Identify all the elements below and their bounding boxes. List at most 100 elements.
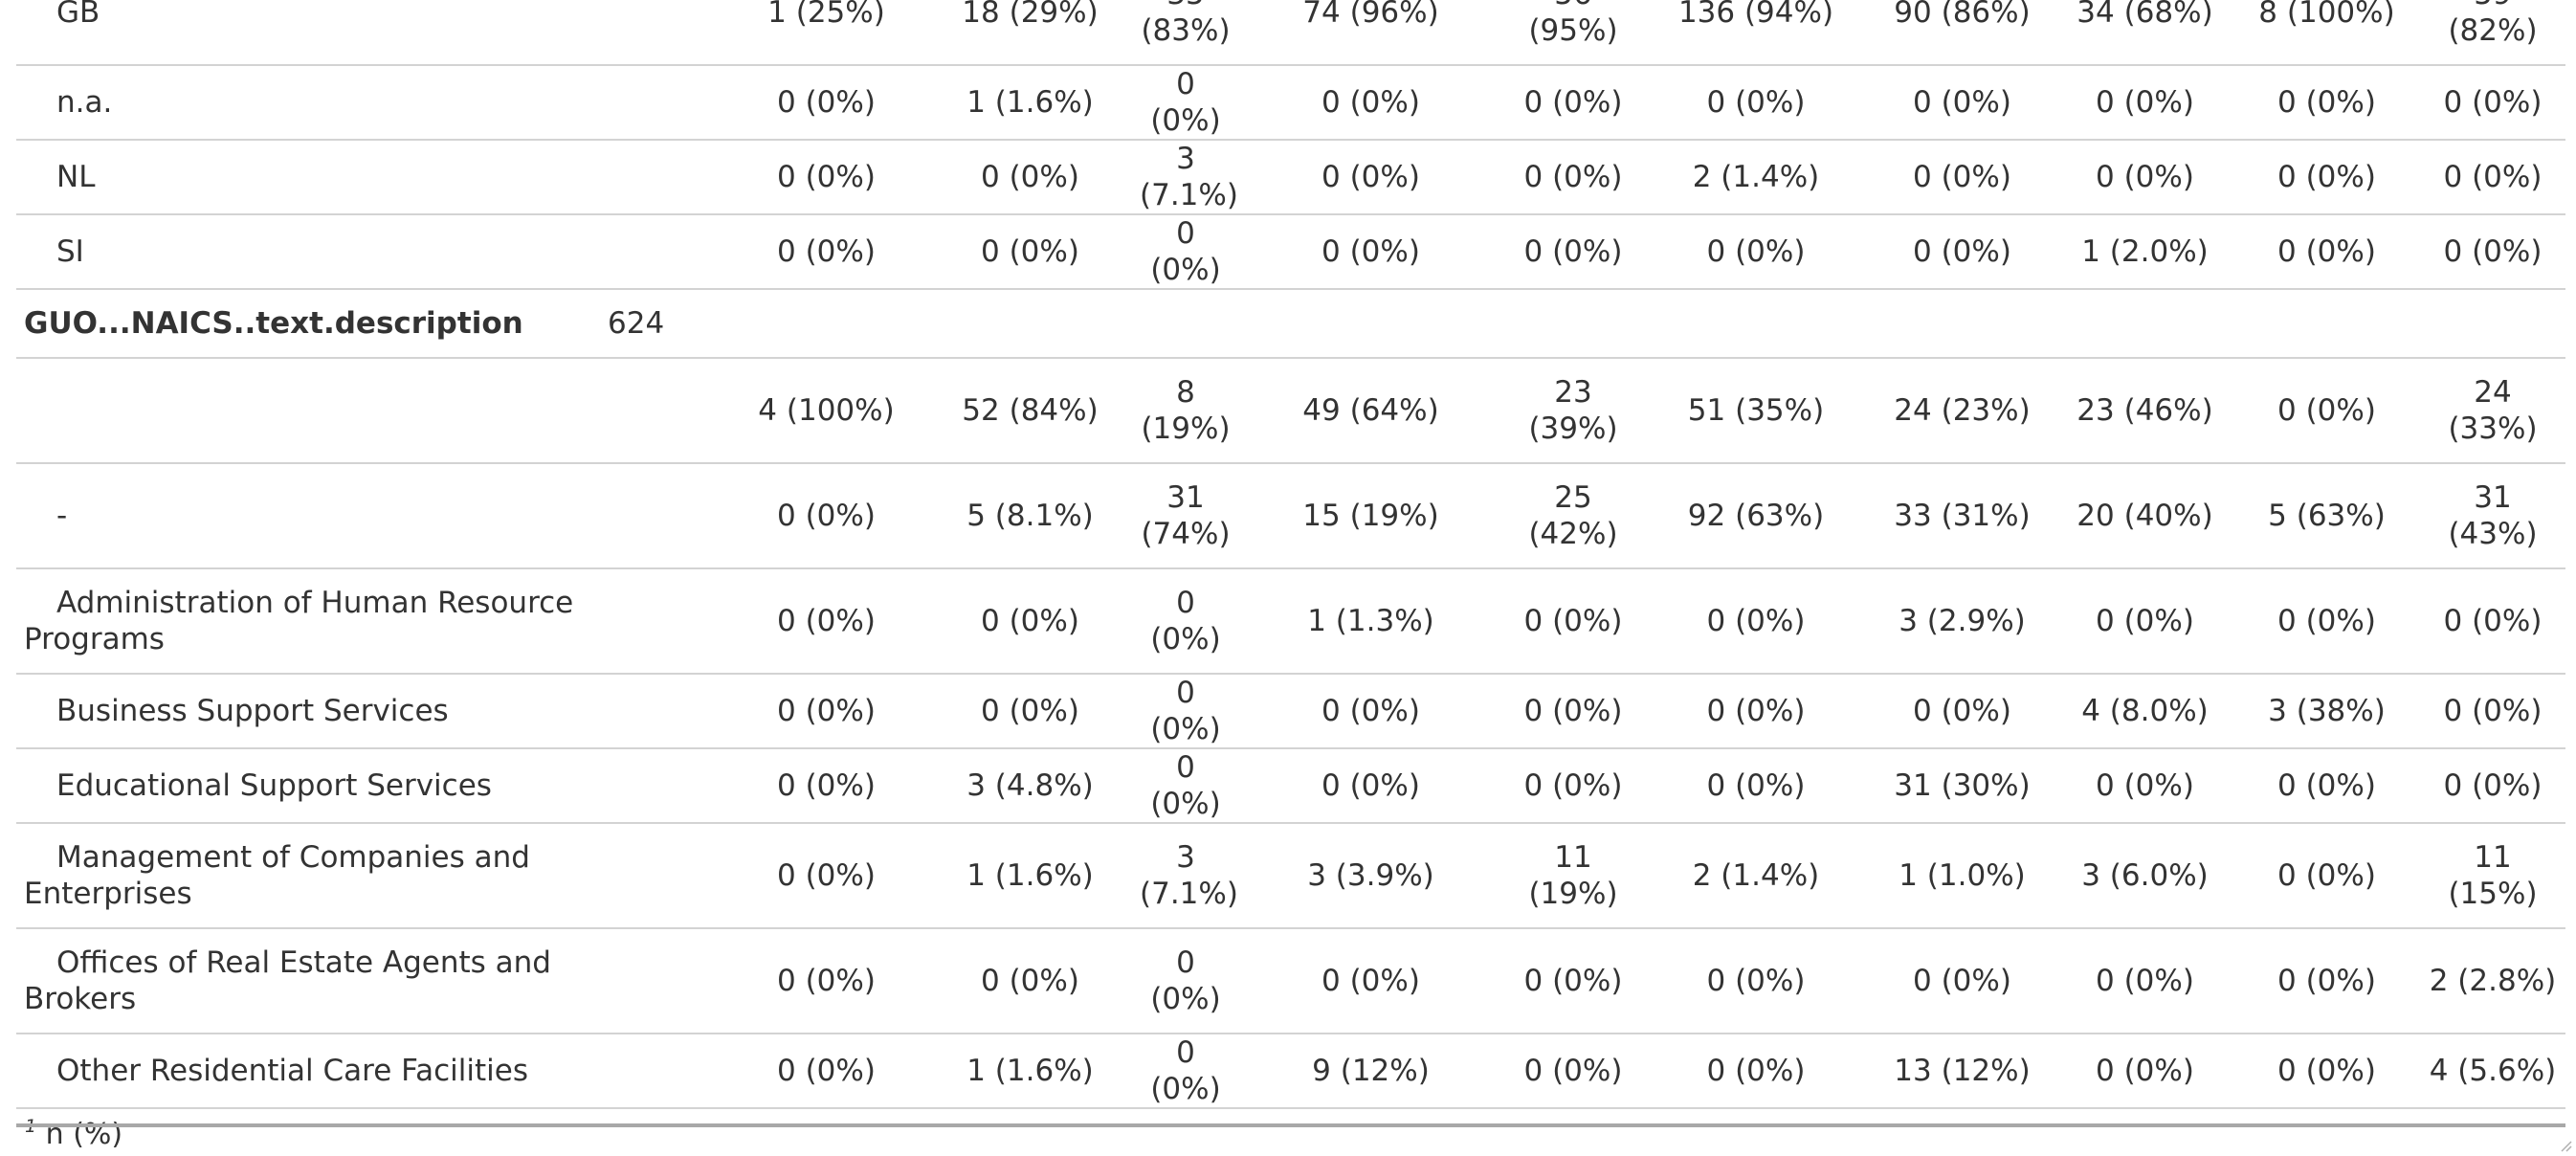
- table-row: - 0 (0%) 5 (8.1%) 31 (74%) 15 (19%) 25 (…: [16, 463, 2565, 569]
- table-cell: 0 (0%): [1502, 748, 1644, 824]
- n-cell: [600, 214, 724, 290]
- table-cell: 31 (30%): [1868, 748, 2056, 824]
- summary-table: GB 1 (25%) 18 (29%) 35 (83%) 74 (96%) 56…: [16, 0, 2565, 1156]
- table-cell: 0 (0%): [724, 928, 928, 1034]
- table-cell: 1 (1.0%): [1868, 823, 2056, 929]
- table-cell: 34 (68%): [2056, 0, 2233, 66]
- table-cell: 0 (0%): [2233, 748, 2420, 824]
- table-cell: 0 (0%): [1502, 568, 1644, 675]
- n-cell: [600, 140, 724, 215]
- table-cell: 0 (0%): [1868, 140, 2056, 215]
- table-cell: 1 (25%): [724, 0, 928, 66]
- table-cell: 0 (0%): [1239, 928, 1502, 1034]
- table-cell: 0 (0%): [2056, 140, 2233, 215]
- table-cell: 0 (0%): [724, 674, 928, 749]
- row-label: Management of Companies and Enterprises: [16, 823, 600, 929]
- table-cell: 3 (38%): [2233, 674, 2420, 749]
- table-cell: 0 (0%): [1868, 65, 2056, 141]
- table-cell: 0 (0%): [928, 568, 1132, 675]
- table-cell: 3 (3.9%): [1239, 823, 1502, 929]
- table-cell: 0 (0%): [724, 1034, 928, 1109]
- table-row: Offices of Real Estate Agents and Broker…: [16, 928, 2565, 1034]
- table-cell: 0 (0%): [2056, 568, 2233, 675]
- table-cell: 23 (39%): [1502, 358, 1644, 464]
- table-cell: 0 (0%): [1644, 674, 1868, 749]
- table-cell: 31 (43%): [2420, 463, 2565, 569]
- table-row: SI 0 (0%) 0 (0%) 0 (0%) 0 (0%) 0 (0%) 0 …: [16, 214, 2565, 290]
- table-cell: 0 (0%): [928, 214, 1132, 290]
- table-cell: 0 (0%): [724, 65, 928, 141]
- table-cell: 56 (95%): [1502, 0, 1644, 66]
- table-cell: 24 (33%): [2420, 358, 2565, 464]
- table-cell: 59 (82%): [2420, 0, 2565, 66]
- table-cell: 0 (0%): [928, 140, 1132, 215]
- table-cell: 3 (4.8%): [928, 748, 1132, 824]
- row-label: NL: [16, 140, 600, 215]
- table-cell: 0 (0%): [1239, 214, 1502, 290]
- row-label: Educational Support Services: [16, 748, 600, 824]
- table-footnote: 1 n (%): [16, 1108, 2565, 1156]
- table-row: NL 0 (0%) 0 (0%) 3 (7.1%) 0 (0%) 0 (0%) …: [16, 140, 2565, 215]
- table-cell: 3 (2.9%): [1868, 568, 2056, 675]
- table-cell: 49 (64%): [1239, 358, 1502, 464]
- table-cell: 0 (0%): [1132, 748, 1239, 824]
- variable-label: GUO...NAICS..text.description: [16, 289, 600, 359]
- table-cell: 23 (46%): [2056, 358, 2233, 464]
- table-row: GB 1 (25%) 18 (29%) 35 (83%) 74 (96%) 56…: [16, 0, 2565, 66]
- table-cell: 0 (0%): [1502, 214, 1644, 290]
- table-cell: 0 (0%): [2420, 65, 2565, 141]
- table-cell: 0 (0%): [2420, 674, 2565, 749]
- table-cell: 5 (8.1%): [928, 463, 1132, 569]
- table-cell: 0 (0%): [1132, 214, 1239, 290]
- table-cell: 0 (0%): [724, 748, 928, 824]
- table-cell: 0 (0%): [2233, 1034, 2420, 1109]
- table-cell: 0 (0%): [2233, 140, 2420, 215]
- table-cell: 0 (0%): [1644, 65, 1868, 141]
- row-label: n.a.: [16, 65, 600, 141]
- table-cell: 0 (0%): [1239, 65, 1502, 141]
- table-cell: 0 (0%): [2420, 214, 2565, 290]
- table-cell: 2 (1.4%): [1644, 823, 1868, 929]
- table-cell: 4 (100%): [724, 358, 928, 464]
- table-cell: 0 (0%): [1239, 674, 1502, 749]
- row-label: GB: [16, 0, 600, 66]
- table-cell: 0 (0%): [1868, 674, 2056, 749]
- table-cell: 8 (100%): [2233, 0, 2420, 66]
- variable-n: 624: [600, 289, 724, 359]
- table-cell: 2 (2.8%): [2420, 928, 2565, 1034]
- table-cell: 13 (12%): [1868, 1034, 2056, 1109]
- table-cell: 0 (0%): [2233, 823, 2420, 929]
- table-cell: 0 (0%): [724, 568, 928, 675]
- table-cell: 0 (0%): [2233, 358, 2420, 464]
- table-cell: 0 (0%): [1868, 214, 2056, 290]
- footnote-text: n (%): [45, 1117, 123, 1151]
- table-cell: 0 (0%): [724, 214, 928, 290]
- row-label: -: [16, 463, 600, 569]
- table-cell: 0 (0%): [1644, 568, 1868, 675]
- table-cell: 3 (7.1%): [1132, 140, 1239, 215]
- n-cell: [600, 0, 724, 66]
- row-label: SI: [16, 214, 600, 290]
- table-row: Other Residential Care Facilities 0 (0%)…: [16, 1034, 2565, 1109]
- table-cell: 2 (1.4%): [1644, 140, 1868, 215]
- resize-handle-icon[interactable]: [2559, 1139, 2572, 1152]
- table-cell: 3 (7.1%): [1132, 823, 1239, 929]
- table-cell: 0 (0%): [2056, 748, 2233, 824]
- table-cell: 1 (1.3%): [1239, 568, 1502, 675]
- table-cell: 0 (0%): [1239, 748, 1502, 824]
- table-cell: 0 (0%): [724, 140, 928, 215]
- table-cell: 0 (0%): [1239, 140, 1502, 215]
- table-cell: 0 (0%): [1502, 674, 1644, 749]
- table-cell: 0 (0%): [1502, 65, 1644, 141]
- table-row: Educational Support Services 0 (0%) 3 (4…: [16, 748, 2565, 824]
- table-cell: 0 (0%): [2056, 928, 2233, 1034]
- table-cell: 0 (0%): [1132, 674, 1239, 749]
- table-cell: 0 (0%): [1132, 1034, 1239, 1109]
- table-cell: 0 (0%): [1132, 928, 1239, 1034]
- table-cell: 0 (0%): [2420, 748, 2565, 824]
- table-cell: 25 (42%): [1502, 463, 1644, 569]
- table-cell: 24 (23%): [1868, 358, 2056, 464]
- table-cell: 11 (19%): [1502, 823, 1644, 929]
- table-cell: 1 (2.0%): [2056, 214, 2233, 290]
